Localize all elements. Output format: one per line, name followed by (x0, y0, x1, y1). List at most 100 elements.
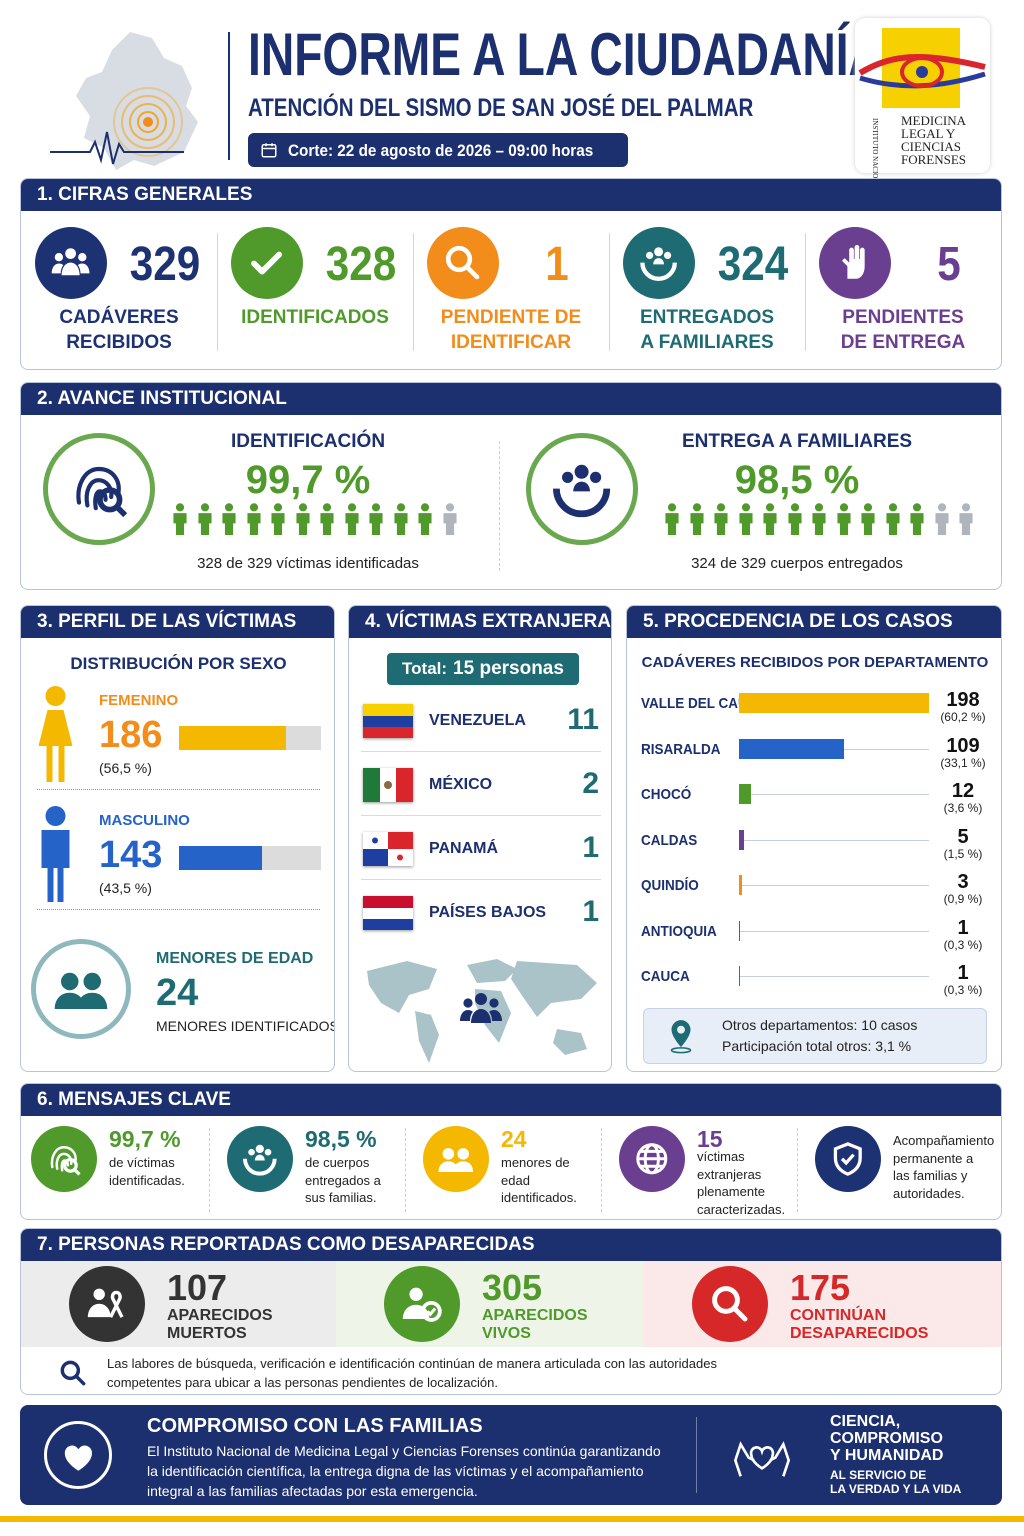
department-value: 1 (957, 916, 969, 939)
section-title: 1. CIFRAS GENERALES (21, 179, 1001, 211)
decor (369, 503, 383, 535)
sex-value: 186 (99, 714, 163, 756)
message-icon (619, 1126, 685, 1192)
footer: COMPROMISO CON LAS FAMILIAS El Instituto … (20, 1405, 1002, 1505)
decor (363, 727, 413, 738)
person-figure (197, 503, 212, 535)
department-value: 198 (946, 689, 980, 711)
decor (553, 1029, 587, 1055)
message-text: entregados a (305, 1172, 381, 1188)
decor (248, 1144, 272, 1161)
divider (405, 1128, 406, 1212)
decor (63, 1158, 81, 1176)
decor (83, 972, 101, 991)
decor (64, 1445, 92, 1471)
decor (916, 66, 928, 78)
decor (665, 503, 679, 535)
divider (217, 233, 218, 351)
decor (460, 993, 502, 1023)
decor (671, 1020, 691, 1048)
bottom-stripe (0, 1516, 1024, 1522)
country-name: PAÍSES BAJOS (429, 904, 547, 921)
decor (60, 1360, 81, 1381)
decor (442, 503, 457, 535)
decor (54, 992, 108, 1009)
decor (76, 467, 122, 506)
missing-label: VIVOS (482, 1325, 531, 1342)
decor (573, 482, 591, 492)
cutoff-date: Corte: 22 de agosto de 2026 – 09:00 hora… (288, 141, 594, 160)
decor (442, 513, 457, 535)
decor (646, 247, 672, 265)
minors-icon-glyph (54, 972, 108, 1009)
footer-slogan: COMPROMISO (830, 1430, 943, 1447)
stat-value: 1 (545, 238, 569, 291)
footer-icon-glyph (64, 1445, 92, 1471)
person-figure (271, 503, 285, 535)
decor (52, 248, 90, 276)
progress-percent: 99,7 % (245, 458, 371, 502)
department-share: (1,5 %) (943, 846, 983, 861)
footer-slogan: CIENCIA, (830, 1413, 901, 1430)
decor (460, 993, 502, 1023)
department-value: 12 (951, 780, 975, 802)
decor (344, 503, 359, 535)
decor (88, 1288, 111, 1318)
section-card: 3. PERFIL DE LAS VÍCTIMAS DISTRIBUCIÓN PO… (20, 605, 335, 1072)
decor (197, 513, 212, 535)
message-text: autoridades. (893, 1185, 965, 1201)
decor (446, 246, 480, 280)
person-figure (665, 503, 679, 535)
missing-value: 175 (790, 1267, 851, 1308)
stat-label: PENDIENTES (842, 307, 964, 328)
country-value: 1 (582, 831, 599, 864)
decor (88, 1304, 111, 1318)
flag (363, 896, 413, 930)
decor (363, 919, 413, 930)
missing-icon (692, 1266, 768, 1342)
country-name: PANAMÁ (429, 840, 499, 857)
logo-line: FORENSES (901, 152, 967, 167)
stat-label: IDENTIFICAR (450, 332, 572, 353)
decor (264, 1149, 272, 1156)
decor (384, 781, 392, 789)
message-text: Acompañamiento (893, 1133, 995, 1148)
message-icon (423, 1126, 489, 1192)
decor (271, 513, 285, 535)
person-figure (714, 503, 728, 535)
decor (961, 503, 971, 512)
profile-subtitle: DISTRIBUCIÓN POR SEXO (70, 654, 287, 673)
department-value: 5 (957, 825, 969, 848)
message-icon-glyph (833, 1142, 863, 1177)
stat-value: 329 (129, 238, 201, 291)
department-value: 1 (957, 962, 969, 984)
note-line: Participación total otros: 3,1 % (722, 1038, 912, 1054)
decor (712, 1286, 741, 1315)
row-divider (361, 879, 601, 880)
decor (738, 503, 753, 535)
department-value: 109 (946, 734, 980, 757)
decor (246, 513, 261, 535)
person-figure (763, 503, 777, 535)
department-share: (0,3 %) (943, 983, 983, 997)
footer-slogan: Y HUMANIDAD (830, 1447, 944, 1464)
decor (109, 1290, 124, 1319)
decor (137, 111, 159, 133)
decor (654, 247, 664, 257)
missing-label: APARECIDOS (482, 1307, 588, 1324)
missing-value: 305 (482, 1267, 543, 1308)
decor (397, 854, 403, 861)
decor (861, 503, 875, 535)
department-share: (0,3 %) (943, 937, 983, 952)
person-figure (442, 503, 457, 535)
person-figure (959, 503, 973, 535)
department-name: ANTIOQUIA (641, 922, 717, 940)
stat-label: IDENTIFICADOS (241, 307, 389, 328)
calendar-icon (261, 143, 277, 158)
bar (179, 726, 287, 750)
sex-figure (41, 806, 70, 902)
footer-text: integral a las familias afectadas por es… (147, 1483, 478, 1499)
decor (442, 1148, 455, 1160)
decor (363, 896, 413, 908)
